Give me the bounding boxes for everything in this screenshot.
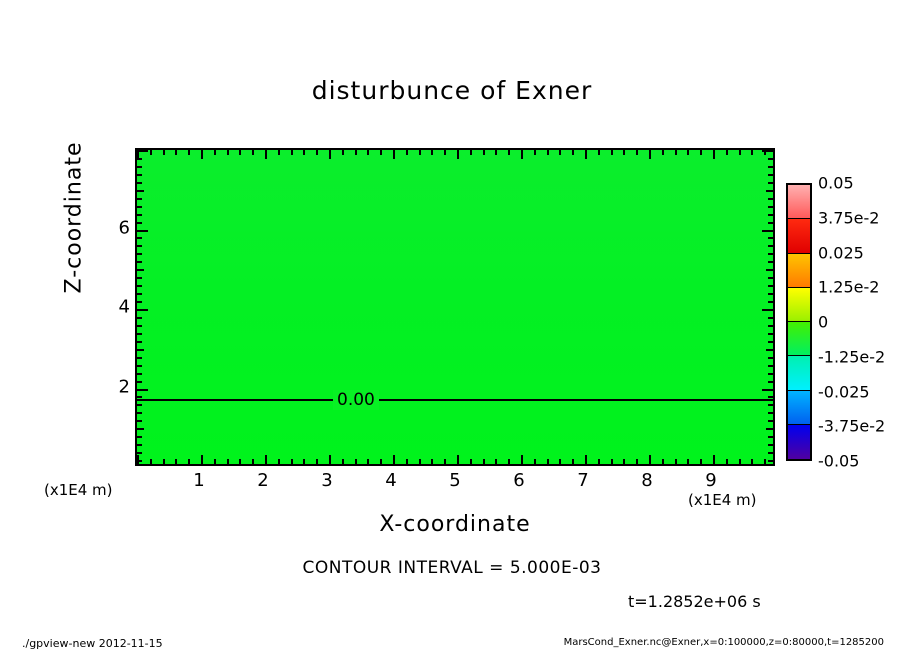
y-axis-unit-left: (x1E4 m) [44, 481, 113, 499]
colorbar-segment [788, 356, 810, 391]
page-title: disturbunce of Exner [311, 76, 593, 105]
colorbar-tick-label: 3.75e-2 [818, 208, 880, 228]
x-axis-tick-label: 9 [705, 470, 717, 491]
colorbar-segment [788, 287, 810, 322]
x-axis-tick-label: 1 [193, 470, 205, 491]
colorbar-segment [788, 219, 810, 254]
contour-line-label: 0.00 [333, 389, 379, 410]
colorbar-tick-label: -1.25e-2 [818, 347, 886, 367]
colorbar-segment [788, 322, 810, 357]
colorbar-tick-label: -0.05 [818, 451, 860, 471]
plot-frame: 0.00 [135, 148, 775, 466]
footer-command: ./gpview-new 2012-11-15 [22, 637, 163, 650]
x-axis-tick-label: 5 [449, 470, 461, 491]
colorbar-segment [788, 424, 810, 459]
x-axis-tick-label: 3 [321, 470, 333, 491]
x-axis-tick-label: 2 [257, 470, 269, 491]
contour-line-zero [137, 398, 773, 401]
y-axis-tick-label: 2 [118, 376, 130, 397]
colorbar [786, 183, 812, 461]
contour-field-fill [137, 150, 773, 464]
colorbar-tick-label: 0.025 [818, 243, 864, 262]
contour-interval-text: CONTOUR INTERVAL = 5.000E-03 [302, 558, 602, 578]
x-axis-tick-label: 8 [641, 470, 653, 491]
x-axis-tick-label: 4 [385, 470, 397, 491]
colorbar-segment [788, 253, 810, 288]
footer-source: MarsCond_Exner.nc@Exner,x=0:100000,z=0:8… [563, 637, 884, 648]
x-axis-tick-label: 6 [513, 470, 525, 491]
colorbar-tick-label: -3.75e-2 [818, 416, 886, 436]
y-axis-title: Z-coordinate [61, 141, 87, 294]
colorbar-segment [788, 390, 810, 425]
y-axis-tick-label: 4 [118, 296, 130, 318]
time-stamp: t=1.2852e+06 s [628, 592, 761, 611]
y-axis-tick-label: 6 [118, 217, 130, 238]
x-axis-unit-right: (x1E4 m) [688, 491, 757, 509]
x-axis-title: X-coordinate [379, 512, 531, 537]
colorbar-segment [788, 185, 810, 220]
colorbar-tick-label: 0.05 [818, 173, 854, 193]
x-axis-tick-label: 7 [577, 470, 589, 491]
colorbar-tick-label: 1.25e-2 [818, 277, 880, 297]
colorbar-tick-label: 0 [818, 312, 829, 332]
colorbar-tick-label: -0.025 [818, 382, 870, 401]
